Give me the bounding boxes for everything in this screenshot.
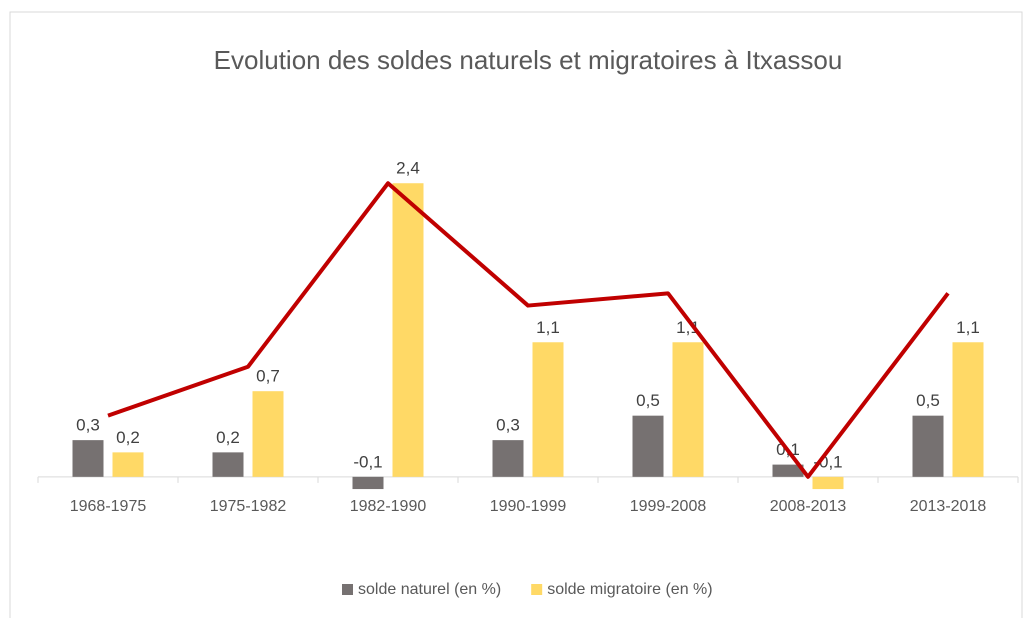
legend-label: solde naturel (en %) [358, 581, 501, 598]
legend-label: solde migratoire (en %) [547, 581, 712, 598]
bar [632, 415, 664, 477]
x-tick-label: 1982-1990 [350, 498, 427, 515]
data-label: 0,2 [116, 428, 140, 447]
x-tick-label: 1968-1975 [70, 498, 147, 515]
data-label: -0,1 [353, 452, 382, 471]
bar [112, 452, 144, 477]
bar [912, 415, 944, 477]
bar [772, 464, 804, 477]
data-label: 1,1 [536, 318, 560, 337]
legend-swatch [531, 584, 543, 595]
x-tick-label: 1975-1982 [210, 498, 287, 515]
data-label: 1,1 [676, 318, 700, 337]
data-label: 0,5 [636, 391, 660, 410]
bar [812, 476, 844, 490]
data-label: 0,3 [76, 416, 100, 435]
bar [72, 440, 104, 477]
bar [672, 342, 704, 477]
bar [352, 476, 384, 490]
data-label: 1,1 [956, 318, 980, 337]
chart-border [9, 11, 1023, 618]
x-tick-label: 2013-2018 [910, 498, 987, 515]
data-label: 0,5 [916, 391, 940, 410]
bar [952, 342, 984, 477]
data-label: 2,4 [396, 159, 420, 178]
line [107, 181, 950, 479]
data-label: 0,2 [216, 428, 240, 447]
data-label: 0,3 [496, 416, 520, 435]
bar [212, 452, 244, 477]
legend-swatch [342, 584, 353, 595]
bar [492, 440, 524, 477]
bar [532, 342, 564, 477]
bar [252, 391, 284, 477]
bar [392, 183, 424, 477]
chart-title: Evolution des soldes naturels et migrato… [214, 45, 843, 75]
x-tick-label: 1990-1999 [490, 498, 567, 515]
data-label: 0,7 [256, 367, 280, 386]
x-tick-label: 1999-2008 [630, 498, 707, 515]
x-tick-label: 2008-2013 [770, 498, 847, 515]
